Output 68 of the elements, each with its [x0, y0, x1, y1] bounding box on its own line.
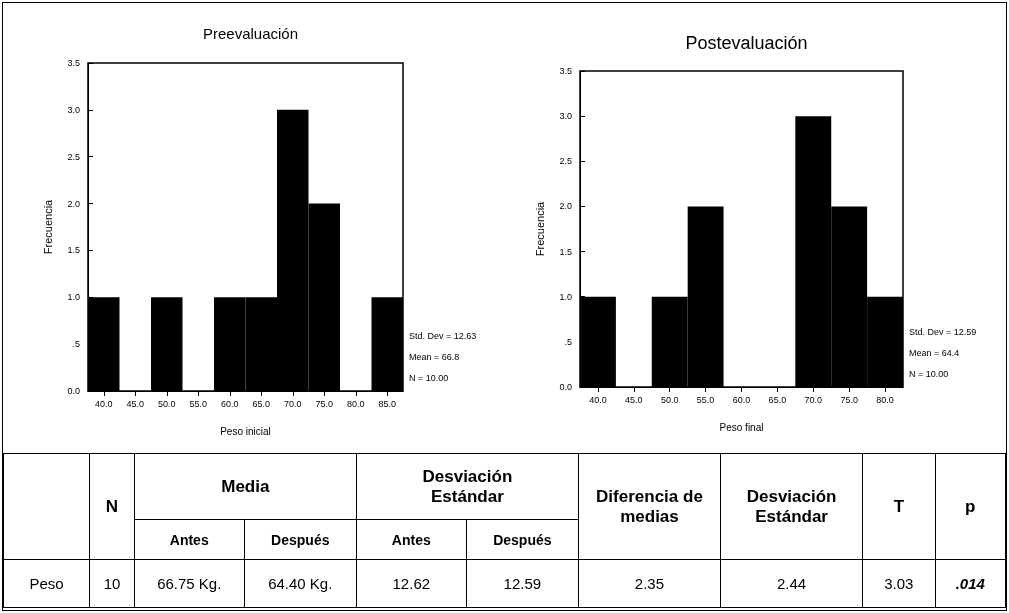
y-axis-title: Frecuencia: [41, 198, 54, 255]
x-tick-label: 75.0: [840, 394, 858, 405]
chart-title: Preevaluación: [202, 25, 299, 42]
text: Después: [270, 531, 331, 548]
text: p: [964, 496, 977, 517]
text: Antes: [390, 531, 432, 548]
text: 66.75 Kg.: [156, 575, 223, 592]
x-tick-label: 45.0: [625, 394, 643, 405]
text: 12.59: [502, 575, 543, 592]
x-tick-label: 85.0: [378, 398, 397, 409]
y-tick-label: 1.0: [67, 292, 80, 303]
y-tick-label: 1.0: [559, 291, 572, 302]
x-tick-label: 60.0: [220, 398, 239, 409]
text: Std. Dev = 12.63: [409, 330, 477, 341]
text: 3.03: [883, 575, 915, 592]
y-tick-label: 2.5: [67, 151, 80, 162]
text: T: [892, 496, 906, 517]
x-tick-label: 80.0: [876, 394, 894, 405]
x-tick-label: 40.0: [94, 398, 113, 409]
chart-title: Postevaluación: [685, 33, 808, 53]
x-tick-label: 40.0: [589, 394, 607, 405]
x-axis-title: Peso final: [719, 421, 764, 433]
y-axis-title: Frecuencia: [533, 200, 546, 257]
text: Std. Dev = 12.59: [909, 326, 977, 337]
y-tick-label: 0.0: [559, 382, 572, 392]
y-tick-label: .5: [564, 336, 572, 347]
x-tick-label: 45.0: [126, 398, 145, 409]
text: Peso: [28, 575, 65, 592]
y-tick-label: .5: [72, 339, 80, 350]
x-tick-label: 70.0: [283, 398, 302, 409]
y-tick-label: 0.0: [67, 386, 80, 396]
text: 2.35: [633, 575, 666, 592]
text: 10: [102, 575, 122, 592]
x-tick-label: 65.0: [768, 394, 787, 405]
x-tick-label: 80.0: [346, 398, 365, 409]
text: N = 10.00: [409, 372, 449, 383]
x-tick-label: 50.0: [157, 398, 176, 409]
text: Mean = 64.4: [909, 347, 960, 358]
x-tick-label: 70.0: [804, 394, 823, 405]
y-tick-label: 3.5: [559, 66, 572, 76]
text: Mean = 66.8: [409, 351, 460, 362]
text: Después: [492, 531, 553, 548]
text: .014: [935, 559, 1006, 608]
y-tick-label: 1.5: [559, 246, 572, 257]
text: Antes: [168, 531, 210, 548]
y-tick-label: 3.5: [67, 58, 80, 68]
x-tick-label: 60.0: [732, 394, 751, 405]
x-tick-label: 50.0: [660, 394, 679, 405]
text: 2.44: [776, 575, 808, 592]
text: 12.62: [391, 575, 432, 592]
x-tick-label: 75.0: [315, 398, 334, 409]
y-tick-label: 2.5: [559, 156, 572, 167]
x-tick-label: 55.0: [696, 394, 715, 405]
x-tick-label: 55.0: [189, 398, 208, 409]
x-tick-label: 65.0: [252, 398, 271, 409]
text: N: [104, 496, 120, 517]
text: Desviación Estándar: [421, 466, 514, 507]
text: Desviación Estándar: [745, 486, 838, 527]
y-tick-label: 3.0: [559, 111, 572, 122]
text: Media: [220, 476, 271, 497]
y-tick-label: 3.0: [67, 104, 80, 115]
y-tick-label: 2.0: [67, 198, 80, 209]
y-tick-label: 1.5: [67, 245, 80, 256]
text: 64.40 Kg.: [267, 575, 334, 592]
text: N = 10.00: [909, 368, 949, 379]
x-axis-title: Peso inicial: [220, 425, 271, 437]
y-tick-label: 2.0: [559, 201, 572, 212]
text: Diferencia de medias: [595, 486, 704, 527]
